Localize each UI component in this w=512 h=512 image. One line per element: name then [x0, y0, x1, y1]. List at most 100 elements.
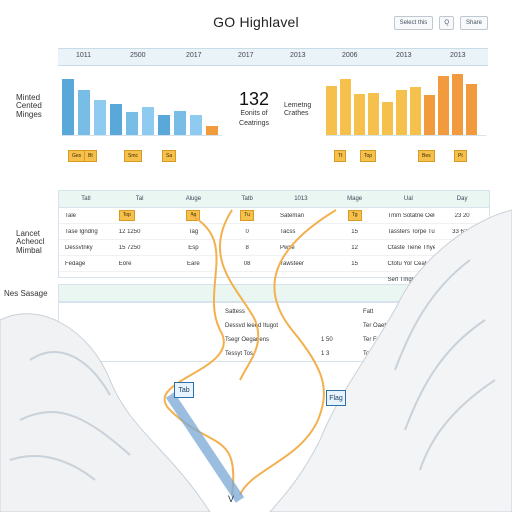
bar: [368, 93, 379, 136]
chart-baseline: [326, 135, 486, 136]
summary-row-1-right: Fatt: [363, 309, 374, 315]
summary-strip-label: Fartt: [409, 288, 424, 295]
top-control-share[interactable]: Share: [459, 16, 488, 30]
top-right-controls: Select this Q Share: [393, 16, 488, 30]
cell-r1-c1: Tale: [65, 212, 77, 219]
top-control-select[interactable]: Select this: [393, 16, 434, 30]
th-4: Tatb: [241, 196, 253, 202]
summary-table: Sattess Fatt Dessvd leeed Itugot Ter Oae…: [58, 302, 490, 362]
cell-r4-c5: Tawsteer: [280, 260, 305, 267]
right-chart-tag-4: Pt: [454, 150, 467, 162]
cell-r3-c7: Ctaste Tiene Thyee Ls: [387, 244, 436, 251]
year-1: 1011: [76, 52, 92, 59]
blue-slope: [165, 392, 245, 503]
cell-r1-c5: Sateman: [280, 212, 305, 219]
summary-row-2-left: Dessvd leeed Itugot: [225, 323, 279, 329]
kpi-value: 132: [238, 89, 270, 109]
data-table: Tatl Tal Aluge Tatb 1013 Mage Ual Day Ta…: [58, 190, 490, 283]
summary-row-2-right: Ter Oaete: [363, 323, 390, 329]
left-labels-mid2: Nes Sasage: [4, 289, 48, 298]
cell-r4-c2: Eore: [118, 260, 132, 267]
year-2: 2500: [130, 52, 146, 59]
summary-row-4-left: Tessyt Tos: [225, 351, 253, 357]
th-1: Tatl: [81, 196, 91, 202]
cell-r3-c6: 12: [351, 244, 358, 251]
bar: [452, 74, 463, 136]
map-marker-left[interactable]: Tab: [174, 382, 194, 398]
cell-r1-c8: 23 20: [454, 212, 470, 219]
bar: [466, 84, 477, 136]
bar: [396, 90, 407, 136]
cell-r4-c1: Fedage: [65, 260, 86, 267]
left-top-3: Minges: [16, 109, 42, 119]
right-chart-plot: [326, 66, 486, 136]
map-marker-left-label: Tab: [178, 386, 190, 394]
map-marker-right-label: Flag: [329, 394, 343, 402]
bar: [354, 94, 365, 136]
th-6: Mage: [347, 196, 363, 202]
left-mid-2: Acheocl: [16, 237, 45, 247]
year-7: 2013: [396, 52, 412, 59]
right-text-2: Crathes: [284, 110, 309, 117]
cell-r1-c6: Tg: [347, 210, 362, 221]
left-top-1: Minted: [16, 93, 41, 102]
bar: [94, 100, 106, 136]
cell-r2-c2: 12 1250: [118, 228, 141, 235]
cell-r4-c8: 33 65 1: [452, 260, 473, 267]
left-chart-tag-3: Smc: [124, 150, 142, 162]
table-row: Tase Igndng 12 1250 Tag 0 Tacss 15 Tasst…: [59, 224, 489, 240]
bar: [110, 104, 122, 136]
right-text-1: Lemetng: [284, 102, 312, 109]
kpi-line-2: Ceatrings: [239, 120, 269, 127]
bar: [410, 87, 421, 136]
bar: [78, 90, 90, 136]
cell-r2-c7: Tassters Torpe Tutres: [387, 228, 436, 235]
bar: [438, 76, 449, 136]
year-5: 2013: [290, 52, 306, 59]
data-table-header: Tatl Tal Aluge Tatb 1013 Mage Ual Day: [59, 191, 489, 208]
year-3: 2017: [186, 52, 202, 59]
summary-row-4-right: Tor Yons: [363, 351, 387, 357]
cell-r3-c2: 15 7250: [118, 244, 141, 251]
cell-r3-c4: 8: [245, 244, 249, 251]
left-labels-mid: Lancet Acheocl Mimbal: [16, 229, 45, 255]
top-axis-strip: 1011 2500 2017 2017 2013 2006 2013 2013: [58, 48, 488, 66]
left-labels-top: Minted Cented Minges: [16, 93, 42, 119]
summary-row-3-num: 1 50: [321, 337, 333, 343]
mountain-detail-left: [9, 351, 131, 481]
bar: [158, 115, 170, 136]
left-chart: Ges Bt Smc Sa: [62, 66, 222, 162]
left-mid-3: Mimbal: [16, 245, 42, 255]
cell-r3-c3: Esp: [188, 244, 199, 251]
map-marker-right[interactable]: Flag: [326, 390, 346, 406]
bar: [126, 112, 138, 136]
cell-r2-c3: Tag: [188, 228, 199, 235]
cell-r2-c1: Tase Igndng: [65, 228, 98, 235]
th-5: 1013: [294, 196, 308, 202]
bottom-marker-label: V: [228, 494, 235, 504]
cell-r2-c6: 15: [351, 228, 358, 235]
th-7: Ual: [403, 196, 413, 202]
left-chart-tag-1: Ges: [68, 150, 86, 162]
bar: [190, 115, 202, 136]
cell-r1-c2: Top: [118, 210, 135, 221]
cell-r2-c8: 33 62 1: [452, 228, 473, 235]
top-control-q[interactable]: Q: [439, 16, 454, 30]
summary-row-4-num: 1 3: [321, 351, 330, 357]
summary-strip: Fartt: [58, 284, 490, 302]
year-8: 2013: [450, 52, 466, 59]
right-chart-tag-2: Top: [360, 150, 377, 162]
bar: [382, 102, 393, 136]
left-chart-tag-4: Sa: [162, 150, 177, 162]
bar: [340, 79, 351, 136]
cell-r4-c4: 08: [243, 260, 251, 267]
bar: [206, 126, 218, 136]
cell-r1-c7: Tmm Sotatne Oeleeat: [387, 212, 436, 219]
kpi-line-1: Eonits of: [240, 110, 268, 117]
kpi-block: 132 Eonits of Ceatrings: [214, 90, 294, 128]
chart-baseline: [62, 135, 222, 136]
left-mid-1: Lancet: [16, 229, 41, 238]
cell-r4-c6: 15: [351, 260, 358, 267]
cell-r2-c4: 0: [245, 228, 249, 235]
left-bottom-3: Crages: [18, 345, 44, 355]
